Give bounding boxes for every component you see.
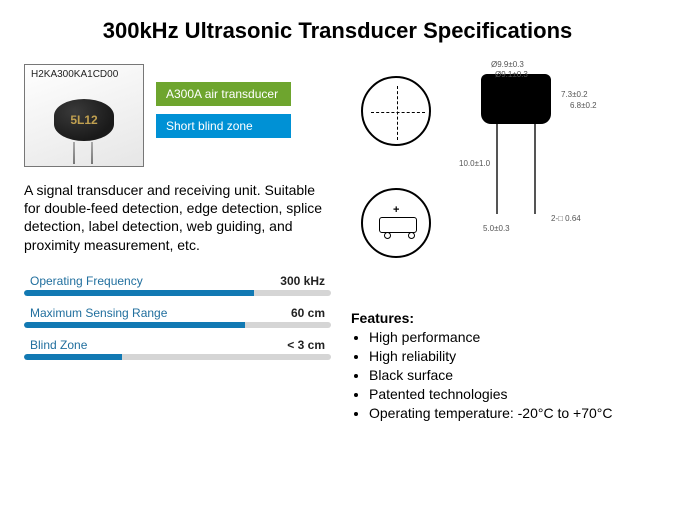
badge-type: A300A air transducer <box>156 82 291 106</box>
technical-drawing: + Ø9.9±0.3 Ø9.1±0.3 7.3±0.2 6.8±0.2 10.0… <box>351 64 651 304</box>
dim-lead-pitch: 5.0±0.3 <box>483 224 510 233</box>
bottom-view-circle: + <box>361 188 431 258</box>
spec-row: Operating Frequency 300 kHz <box>24 274 331 296</box>
feature-item: High reliability <box>369 347 651 366</box>
feature-item: High performance <box>369 328 651 347</box>
feature-item: Patented technologies <box>369 385 651 404</box>
transducer-body: 5L12 <box>54 99 114 141</box>
page-title: 300kHz Ultrasonic Transducer Specificati… <box>24 18 651 44</box>
spec-row: Blind Zone < 3 cm <box>24 338 331 360</box>
description: A signal transducer and receiving unit. … <box>24 181 331 254</box>
badge-feature: Short blind zone <box>156 114 291 138</box>
features-list: High performance High reliability Black … <box>351 328 651 422</box>
dim-outer-dia: Ø9.9±0.3 <box>491 60 524 69</box>
spec-value: 60 cm <box>291 306 325 320</box>
feature-item: Operating temperature: -20°C to +70°C <box>369 404 651 423</box>
side-view <box>481 74 551 124</box>
component-marking: 5L12 <box>70 113 97 127</box>
side-lead <box>496 124 498 214</box>
spec-bar-fill <box>24 354 122 360</box>
spec-bar <box>24 354 331 360</box>
features-section: Features: High performance High reliabil… <box>351 310 651 422</box>
dim-height-b: 6.8±0.2 <box>570 101 597 110</box>
dim-lead-len: 10.0±1.0 <box>459 159 490 168</box>
specs-section: Operating Frequency 300 kHz Maximum Sens… <box>24 274 331 360</box>
part-number: H2KA300KA1CD00 <box>31 69 137 80</box>
feature-item: Black surface <box>369 366 651 385</box>
left-column: H2KA300KA1CD00 5L12 A300A air transducer… <box>24 64 331 422</box>
lead-left <box>73 142 75 164</box>
product-row: H2KA300KA1CD00 5L12 A300A air transducer… <box>24 64 331 167</box>
spec-bar <box>24 290 331 296</box>
features-title: Features: <box>351 310 651 326</box>
side-view-cap <box>481 74 551 124</box>
dim-height-a: 7.3±0.2 <box>561 90 588 99</box>
dim-inner-dia: Ø9.1±0.3 <box>495 70 528 79</box>
spec-row: Maximum Sensing Range 60 cm <box>24 306 331 328</box>
dim-lead-dia: 2-□ 0.64 <box>551 214 581 223</box>
spec-bar-fill <box>24 290 254 296</box>
spec-bar-fill <box>24 322 245 328</box>
top-view-circle <box>361 76 431 146</box>
spec-bar <box>24 322 331 328</box>
right-column: + Ø9.9±0.3 Ø9.1±0.3 7.3±0.2 6.8±0.2 10.0… <box>351 64 651 422</box>
spec-label: Maximum Sensing Range <box>30 306 167 320</box>
content-area: H2KA300KA1CD00 5L12 A300A air transducer… <box>24 64 651 422</box>
lead-right <box>91 142 93 164</box>
product-image-card: H2KA300KA1CD00 5L12 <box>24 64 144 167</box>
spec-label: Operating Frequency <box>30 274 143 288</box>
spec-value: 300 kHz <box>280 274 325 288</box>
spec-value: < 3 cm <box>287 338 325 352</box>
side-lead <box>534 124 536 214</box>
badge-group: A300A air transducer Short blind zone <box>156 82 291 167</box>
spec-label: Blind Zone <box>30 338 87 352</box>
